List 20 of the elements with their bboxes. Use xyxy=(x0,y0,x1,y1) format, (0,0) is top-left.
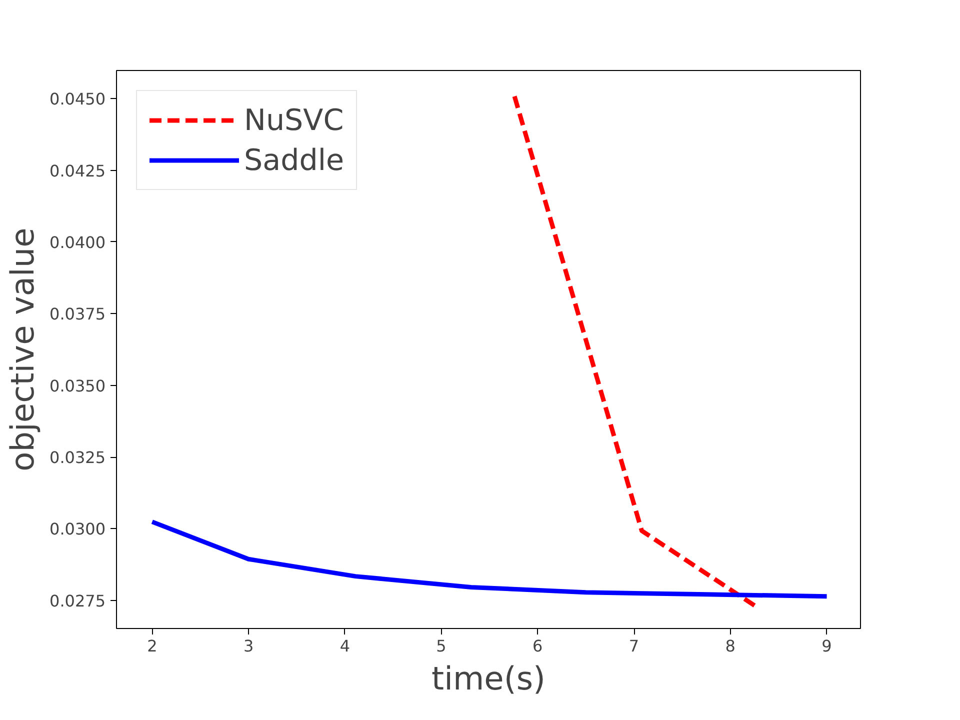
y-tick-label: 0.0450 xyxy=(50,90,106,109)
x-tick-label: 7 xyxy=(628,636,640,656)
y-tick-label: 0.0350 xyxy=(50,376,106,396)
y-tick-label: 0.0375 xyxy=(50,304,106,324)
y-tick-label: 0.0425 xyxy=(50,161,106,180)
y-tick-label: 0.0325 xyxy=(50,448,106,468)
x-tick-label: 4 xyxy=(340,636,350,656)
x-tick-label: 8 xyxy=(725,636,736,656)
x-axis-title: time(s) xyxy=(432,660,546,698)
y-tick-label: 0.0300 xyxy=(50,520,106,539)
y-tick-label: 0.0275 xyxy=(50,591,106,610)
y-tick-label: 0.0400 xyxy=(50,232,106,252)
legend-label: NuSVC xyxy=(244,103,344,137)
y-axis-title: objective value xyxy=(4,228,42,472)
x-tick-label: 5 xyxy=(436,636,446,656)
x-tick-label: 3 xyxy=(243,636,254,656)
x-tick-label: 6 xyxy=(532,636,543,656)
legend-label: Saddle xyxy=(244,143,344,177)
x-tick-label: 2 xyxy=(147,636,158,656)
x-tick-label: 9 xyxy=(822,636,832,656)
